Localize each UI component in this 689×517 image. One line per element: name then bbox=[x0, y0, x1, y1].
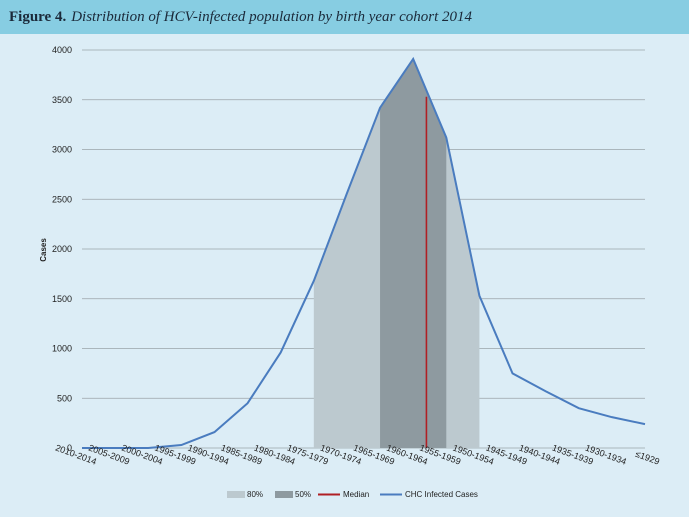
legend-median-label: Median bbox=[343, 490, 369, 499]
x-tick-labels: 2010-20142005-20092000-20041995-19991990… bbox=[54, 443, 661, 467]
y-tick-label: 2000 bbox=[52, 244, 72, 254]
y-tick-label: 4000 bbox=[52, 45, 72, 55]
legend-50-label: 50% bbox=[295, 490, 311, 499]
x-tick-label: ≤1929 bbox=[634, 449, 661, 467]
y-tick-label: 2500 bbox=[52, 194, 72, 204]
legend-80-swatch bbox=[227, 491, 245, 498]
legend-80-label: 80% bbox=[247, 490, 263, 499]
y-tick-label: 1500 bbox=[52, 294, 72, 304]
figure-title: Distribution of HCV-infected population … bbox=[71, 8, 473, 25]
y-tick-label: 3000 bbox=[52, 145, 72, 155]
series-line-chc-infected-cases bbox=[82, 56, 646, 449]
y-tick-label: 0 bbox=[67, 443, 72, 453]
band-50-area bbox=[380, 58, 447, 448]
figure-header: Figure 4. Distribution of HCV-infected p… bbox=[0, 0, 689, 34]
legend-chc-infected-cases-label: CHC Infected Cases bbox=[405, 490, 478, 499]
y-tick-label: 500 bbox=[57, 393, 72, 403]
y-tick-label: 1000 bbox=[52, 344, 72, 354]
series-line-group bbox=[81, 56, 646, 449]
bands bbox=[313, 58, 480, 448]
legend-50-swatch bbox=[275, 491, 293, 498]
y-tick-label: 3500 bbox=[52, 95, 72, 105]
figure-label: Figure 4. bbox=[9, 8, 67, 25]
y-tick-labels: 0 500 1000 1500 2000 2500 3000 3500 4000 bbox=[52, 45, 72, 453]
y-axis-title: Cases bbox=[39, 238, 48, 262]
legend: 80% 50% Median CHC Infected Cases bbox=[227, 490, 478, 499]
